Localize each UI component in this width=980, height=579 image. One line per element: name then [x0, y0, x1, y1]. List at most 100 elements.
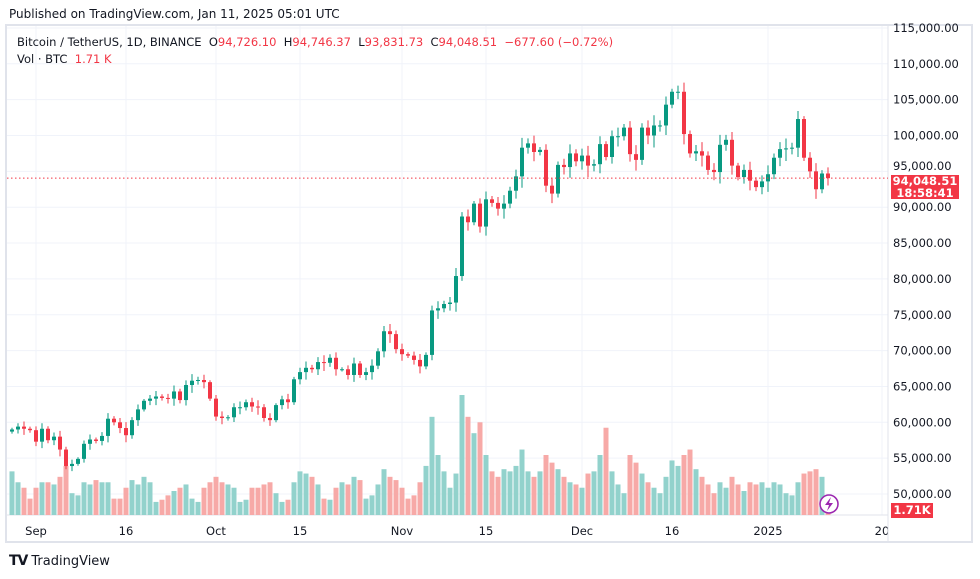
- candle: [16, 423, 20, 434]
- candle-body: [280, 399, 284, 406]
- candle: [544, 144, 548, 193]
- candle-body: [658, 125, 662, 127]
- candle-body: [166, 397, 170, 399]
- candle-body: [514, 176, 518, 191]
- candle: [790, 142, 794, 155]
- candle-body: [262, 407, 266, 418]
- candle: [448, 297, 452, 311]
- volume-bar: [537, 471, 543, 515]
- volume-bar: [321, 498, 327, 515]
- volume-bar: [591, 471, 597, 515]
- candle: [286, 393, 290, 409]
- candle: [724, 134, 728, 151]
- candle: [142, 398, 146, 412]
- candle: [190, 374, 194, 393]
- volume-bar: [93, 480, 99, 515]
- volume-bar: [303, 473, 309, 515]
- volume-bar: [345, 484, 351, 515]
- candle-body: [346, 369, 350, 375]
- candle: [34, 426, 38, 447]
- volume-bar: [495, 476, 501, 515]
- candle-body: [58, 436, 62, 450]
- candle-body: [796, 119, 800, 148]
- candle-body: [808, 157, 812, 172]
- candle: [52, 432, 56, 446]
- candle-body: [250, 402, 254, 407]
- candle-body: [772, 157, 776, 175]
- volume-tag: 1.71K: [891, 503, 933, 518]
- candle-body: [352, 363, 356, 375]
- candle: [160, 394, 164, 401]
- volume-bar: [51, 484, 57, 515]
- candle: [298, 367, 302, 385]
- candle-body: [364, 372, 368, 375]
- candle: [622, 123, 626, 141]
- volume-bar: [207, 482, 213, 515]
- price-tick-label: 65,000.00: [893, 379, 952, 393]
- time-tick-label: 2025: [753, 524, 782, 538]
- volume-bar: [183, 484, 189, 515]
- volume-bar: [123, 487, 129, 515]
- candle: [514, 169, 518, 199]
- candle: [748, 161, 752, 191]
- candle: [106, 413, 110, 443]
- candle: [280, 395, 284, 410]
- candle-body: [778, 149, 782, 158]
- volume-bar: [549, 462, 555, 515]
- candle: [532, 135, 536, 162]
- candle: [586, 145, 590, 178]
- candle-body: [484, 199, 488, 227]
- volume-bar: [687, 449, 693, 515]
- candle: [712, 163, 716, 181]
- footer-brand[interactable]: TradingView: [31, 553, 110, 569]
- volume-bar: [675, 465, 681, 515]
- candle-body: [712, 169, 716, 173]
- candle: [70, 459, 74, 472]
- volume-bar: [129, 480, 135, 515]
- candle-body: [286, 399, 290, 403]
- candle-body: [94, 439, 98, 441]
- candle: [94, 437, 98, 444]
- symbol-title[interactable]: Bitcoin / TetherUS, 1D, BINANCE: [17, 35, 202, 49]
- volume-bar: [501, 469, 507, 515]
- candle: [592, 159, 596, 172]
- time-tick-label: 15: [293, 524, 308, 538]
- volume-bar: [249, 487, 255, 515]
- candle: [82, 440, 86, 463]
- candle: [736, 162, 740, 181]
- candle-body: [358, 363, 362, 375]
- volume-bar: [507, 471, 513, 515]
- candle-body: [388, 331, 392, 335]
- candle: [730, 131, 734, 175]
- candle: [760, 175, 764, 195]
- candle: [172, 385, 176, 406]
- volume-bar: [177, 487, 183, 515]
- price-tick-label: 70,000.00: [893, 344, 952, 358]
- candle: [178, 388, 182, 404]
- candle: [376, 348, 380, 370]
- candle: [76, 457, 80, 466]
- volume-label: Vol · BTC: [17, 52, 68, 66]
- volume-bar: [747, 482, 753, 515]
- candle: [88, 434, 92, 450]
- volume-bar: [279, 501, 285, 515]
- candle: [772, 153, 776, 180]
- volume-bar: [219, 482, 225, 515]
- open-value: 94,726.10: [217, 35, 277, 49]
- candle: [388, 323, 392, 343]
- high-value: 94,746.37: [292, 35, 351, 49]
- volume-bar: [585, 473, 591, 515]
- candle: [226, 415, 230, 421]
- candle-body: [130, 420, 134, 436]
- candle: [370, 359, 374, 380]
- low-value: 93,831.73: [364, 35, 424, 49]
- candle-body: [34, 430, 38, 442]
- candle-body: [136, 409, 140, 421]
- volume-bar: [291, 482, 297, 515]
- candle: [580, 148, 584, 170]
- candle: [130, 417, 134, 439]
- candle-body: [568, 153, 572, 168]
- candle-body: [406, 354, 410, 356]
- candle-body: [232, 407, 236, 418]
